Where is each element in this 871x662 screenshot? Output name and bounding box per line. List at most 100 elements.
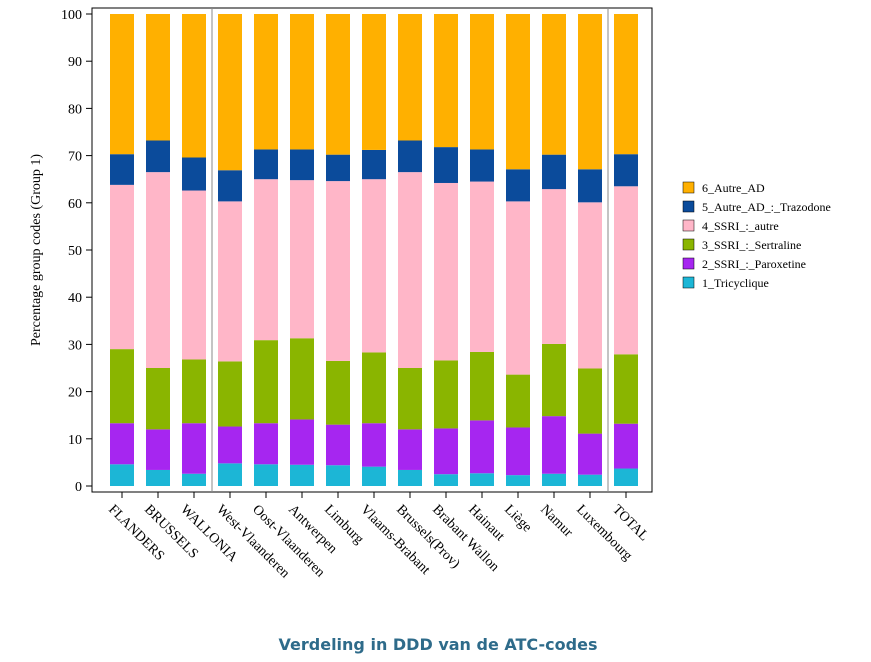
y-tick-label: 90	[68, 55, 82, 70]
legend-swatch	[682, 219, 695, 232]
bar-segment	[254, 340, 278, 424]
bar-segment	[218, 201, 242, 362]
bar-segment	[434, 474, 458, 486]
bar-segment	[326, 154, 350, 182]
bar-segment	[470, 181, 494, 352]
bar-segment	[506, 475, 530, 486]
bar-segment	[542, 343, 566, 417]
y-tick-label: 60	[68, 197, 82, 212]
bar-segment	[578, 368, 602, 434]
bar-segment	[290, 180, 314, 339]
bar-segment	[470, 149, 494, 182]
bar-segment	[542, 189, 566, 344]
bar-segment	[614, 154, 638, 187]
bar-segment	[434, 428, 458, 475]
bar-segment	[110, 349, 134, 424]
bar-segment	[326, 465, 350, 486]
bar-segment	[614, 14, 638, 155]
y-tick-label: 30	[68, 338, 82, 353]
bar-segment	[146, 429, 170, 470]
y-tick-label: 0	[75, 480, 82, 495]
bar-segment	[434, 182, 458, 361]
bar-segment	[398, 14, 422, 141]
bar-segment	[146, 368, 170, 430]
y-axis-label: Percentage group codes (Group 1)	[29, 154, 44, 346]
bar-segment	[146, 172, 170, 368]
bar-segment	[254, 149, 278, 180]
bar-segment	[290, 338, 314, 420]
bar-segment	[362, 179, 386, 353]
bar-segment	[362, 149, 386, 180]
bar-segment	[506, 169, 530, 202]
bar-segment	[110, 423, 134, 465]
bar-segment	[182, 473, 206, 486]
bar-segment	[110, 184, 134, 350]
bar-segment	[218, 426, 242, 464]
bar-segment	[578, 474, 602, 486]
legend-swatch	[682, 238, 695, 251]
bar-segment	[434, 14, 458, 148]
bar-segment	[506, 374, 530, 428]
bar-segment	[398, 469, 422, 486]
bar-segment	[326, 424, 350, 466]
y-tick-label: 10	[68, 433, 82, 448]
legend-label: 3_SSRI_:_Sertraline	[702, 238, 801, 252]
bar-segment	[578, 169, 602, 203]
bar-segment	[578, 14, 602, 170]
x-tick-label: Namur	[537, 502, 575, 540]
bar-segment	[254, 14, 278, 150]
bar-segment	[218, 463, 242, 486]
bar-segment	[470, 14, 494, 150]
y-tick-label: 100	[61, 8, 82, 23]
bar-segment	[290, 464, 314, 486]
bar-segment	[614, 186, 638, 355]
bar-segment	[434, 147, 458, 183]
bar-segment	[290, 419, 314, 465]
y-tick-label: 50	[68, 244, 82, 259]
bar-segment	[434, 360, 458, 429]
bar-segment	[146, 140, 170, 173]
legend-label: 2_SSRI_:_Paroxetine	[702, 257, 806, 271]
bar-segment	[506, 201, 530, 375]
bar-segment	[218, 14, 242, 171]
bar-segment	[146, 14, 170, 141]
bar-segment	[110, 14, 134, 155]
bar-segment	[218, 361, 242, 427]
bar-segment	[542, 473, 566, 486]
bar-segment	[614, 468, 638, 486]
bar-segment	[578, 202, 602, 369]
bar-segment	[218, 170, 242, 202]
bar-segment	[182, 157, 206, 191]
bar-segment	[398, 172, 422, 368]
bar-segment	[398, 429, 422, 470]
bar-segment	[362, 423, 386, 467]
bar-segment	[254, 464, 278, 486]
legend-swatch	[682, 181, 695, 194]
bar-segment	[362, 352, 386, 424]
bar-segment	[290, 149, 314, 181]
y-tick-label: 20	[68, 386, 82, 401]
bar-segment	[362, 14, 386, 150]
bar-segment	[182, 190, 206, 360]
bar-segment	[110, 154, 134, 185]
bar-segment	[254, 179, 278, 341]
bar-segment	[614, 354, 638, 424]
y-tick-label: 40	[68, 291, 82, 306]
legend-label: 4_SSRI_:_autre	[702, 219, 779, 233]
legend-label: 5_Autre_AD_:_Trazodone	[702, 200, 831, 214]
bar-segment	[506, 14, 530, 170]
bar-segment	[506, 427, 530, 476]
bar-segment	[110, 464, 134, 486]
bar-segment	[398, 140, 422, 173]
bar-segment	[470, 420, 494, 474]
bar-segment	[398, 368, 422, 430]
bar-segment	[146, 469, 170, 486]
bar-segment	[326, 14, 350, 155]
bar-segment	[290, 14, 314, 150]
bar-segment	[542, 14, 566, 155]
bar-segment	[182, 14, 206, 158]
legend-swatch	[682, 200, 695, 213]
bar-segment	[542, 154, 566, 190]
legend-swatch	[682, 276, 695, 289]
